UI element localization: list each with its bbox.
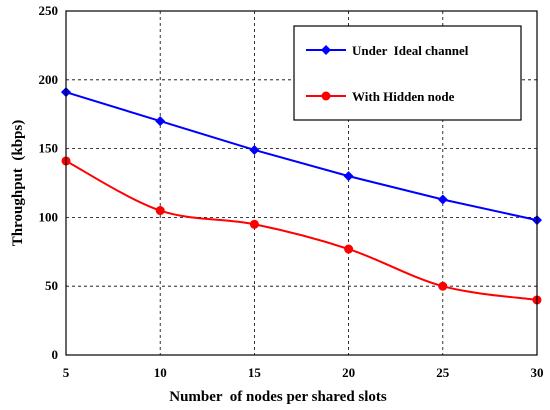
legend-label-ideal: Under Ideal channel — [352, 43, 469, 58]
series-line-ideal — [65, 91, 538, 222]
legend-marker-ideal — [321, 45, 331, 55]
x-axis-ticks: 5 10 15 20 25 30 — [63, 365, 544, 380]
x-tick-label: 15 — [248, 365, 262, 380]
y-tick-label: 50 — [45, 278, 58, 293]
y-tick-label: 0 — [52, 347, 59, 362]
plot-frame — [65, 10, 538, 356]
x-tick-label: 30 — [531, 365, 544, 380]
x-tick-label: 25 — [436, 365, 450, 380]
y-tick-label: 250 — [39, 3, 59, 18]
x-axis-title: Number of nodes per shared slots — [169, 389, 387, 405]
data-point-hidden — [438, 281, 448, 291]
legend: Under Ideal channel With Hidden node — [293, 25, 522, 121]
series-line-hidden — [65, 160, 538, 301]
data-point-hidden — [249, 219, 259, 229]
legend-marker-hidden — [321, 91, 331, 101]
x-tick-label: 5 — [63, 365, 70, 380]
x-tick-label: 20 — [342, 365, 355, 380]
y-axis-title: Throughput (kbps) — [10, 120, 26, 246]
x-tick-label: 10 — [154, 365, 167, 380]
data-point-hidden — [344, 244, 354, 254]
data-point-ideal — [343, 171, 354, 182]
y-tick-label: 150 — [39, 141, 59, 156]
y-tick-label: 100 — [39, 209, 59, 224]
data-point-ideal — [249, 144, 260, 155]
legend-box — [293, 25, 522, 121]
y-tick-label: 200 — [39, 72, 59, 87]
y-axis-ticks: 0 50 100 150 200 250 — [39, 3, 59, 362]
data-point-hidden — [155, 206, 165, 216]
data-point-ideal — [155, 116, 166, 127]
data-point-ideal — [437, 194, 448, 205]
legend-label-hidden: With Hidden node — [352, 89, 455, 104]
